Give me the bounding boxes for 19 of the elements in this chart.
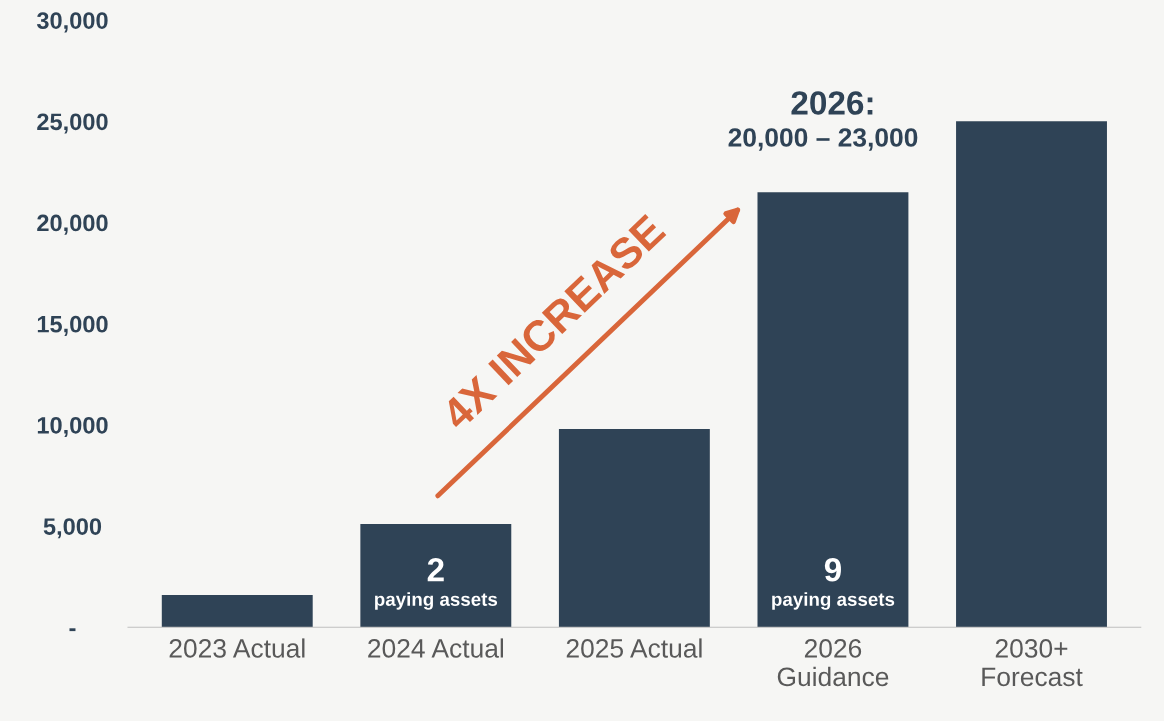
x-tick-label: 2023 Actual: [169, 638, 305, 658]
y-tick-label: 20,000: [37, 214, 108, 235]
annotation: 9 paying assets: [772, 557, 895, 610]
bar: [757, 192, 909, 628]
annotation: 2 paying assets: [375, 557, 498, 610]
bar: [360, 524, 512, 628]
y-tick-label: 30,000: [36, 12, 108, 33]
bar: [161, 594, 313, 628]
x-tick-label: 2030+ Forecast: [982, 639, 1083, 687]
y-tick-label: 25,000: [37, 113, 108, 134]
y-tick-label: 10,000: [37, 416, 108, 438]
annotation: 2026: 20,000 – 23,000: [728, 91, 918, 151]
y-tick-label: 5,000: [43, 518, 102, 539]
x-tick-label: 2024 Actual: [368, 638, 504, 658]
bar: [956, 121, 1107, 628]
y-tick-label: -: [69, 628, 76, 632]
y-tick-label: 15,000: [37, 315, 108, 336]
x-tick-label: 2025 Actual: [566, 638, 702, 658]
x-tick-label: 2026 Guidance: [777, 639, 889, 687]
